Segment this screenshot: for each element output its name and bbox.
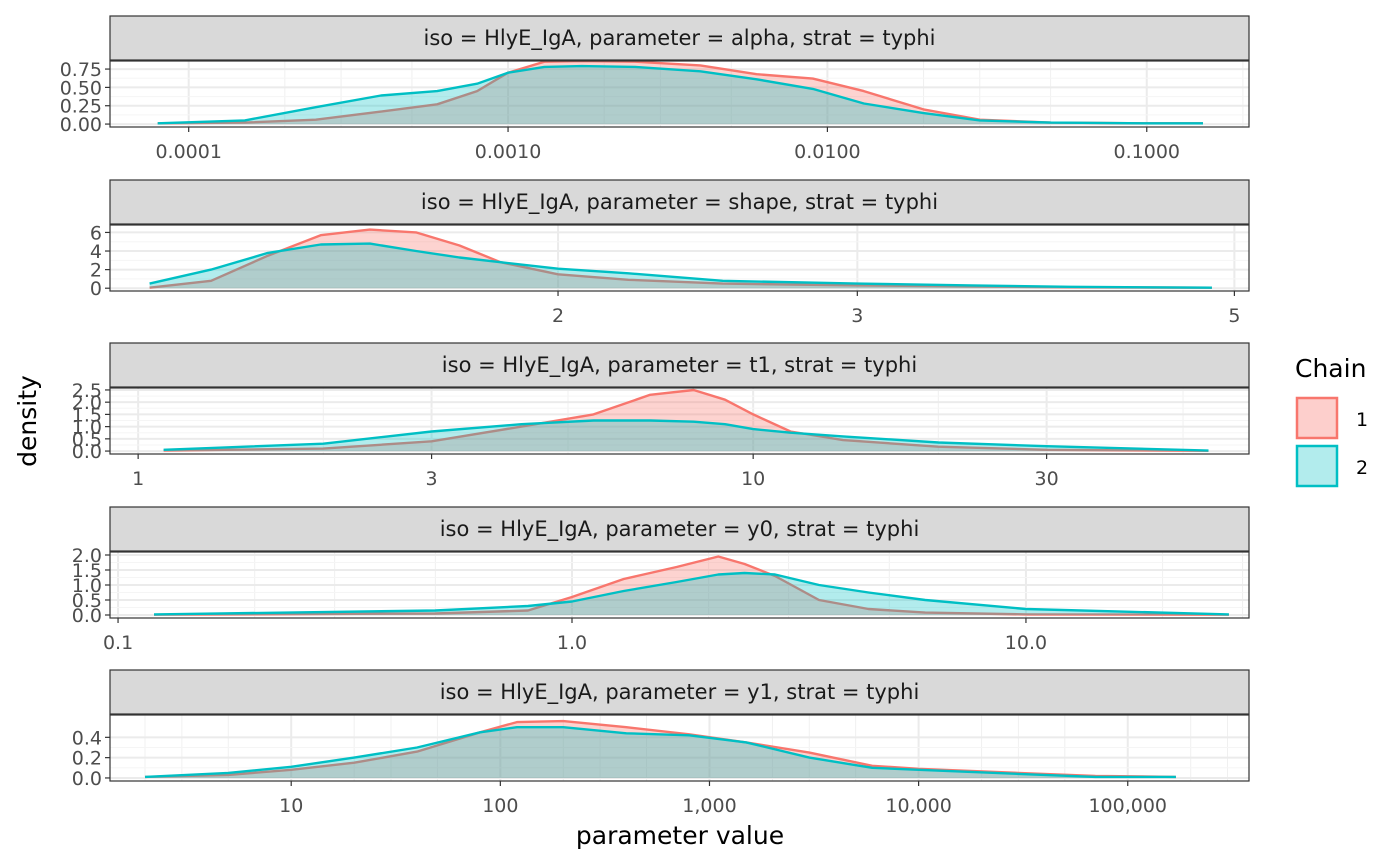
density-area-chain-1 [157, 61, 1204, 125]
x-tick-label: 10 [279, 795, 303, 817]
panel-plot-area [110, 552, 1249, 618]
x-tick-label: 2 [552, 305, 564, 327]
facet-strip-label: iso = HlyE_IgA, parameter = alpha, strat… [424, 26, 936, 51]
facet-strip [109, 15, 1250, 61]
y-tick-label: 0 [90, 278, 102, 300]
density-area-chain-1 [149, 229, 1212, 289]
panel-plot-area [110, 715, 1249, 781]
panel-plot-area [110, 61, 1249, 127]
facet-panels: iso = HlyE_IgA, parameter = alpha, strat… [60, 15, 1250, 817]
y-tick-label: 1.0 [72, 575, 102, 597]
panel-plot-area [110, 225, 1249, 291]
panel-border [109, 60, 1250, 128]
facet-strip-label: iso = HlyE_IgA, parameter = t1, strat = … [442, 353, 917, 378]
facet-strip-label: iso = HlyE_IgA, parameter = y0, strat = … [440, 517, 920, 542]
panel-plot-area [110, 388, 1249, 454]
y-tick-label: 0.75 [60, 59, 102, 81]
panel-background [110, 225, 1249, 291]
facet-3: iso = HlyE_IgA, parameter = t1, strat = … [72, 342, 1250, 490]
y-tick-label: 0.4 [72, 727, 102, 749]
legend-key-2 [1295, 444, 1339, 488]
facet-strip [109, 179, 1250, 225]
y-tick-label: 1.5 [72, 404, 102, 426]
x-tick-label: 100,000 [1088, 795, 1167, 817]
x-tick-label: 0.0100 [794, 141, 860, 163]
x-axis-title: parameter value [576, 821, 784, 850]
y-tick-label: 0.0 [72, 768, 102, 790]
density-area-chain-1 [154, 556, 1229, 615]
x-tick-label: 0.1 [103, 632, 133, 654]
y-tick-label: 2 [90, 260, 102, 282]
legend-label-2: 2 [1356, 457, 1368, 479]
panel-border [109, 224, 1250, 292]
x-tick-label: 10.0 [1005, 632, 1047, 654]
density-area-chain-2 [149, 243, 1212, 289]
legend-title: Chain [1295, 354, 1366, 383]
x-tick-label: 3 [426, 468, 438, 490]
legend: Chain 1 2 [1295, 354, 1368, 488]
y-tick-label: 4 [90, 241, 102, 263]
x-tick-label: 3 [851, 305, 863, 327]
y-tick-label: 0.25 [60, 96, 102, 118]
y-tick-label: 1.5 [72, 560, 102, 582]
x-tick-label: 1,000 [682, 795, 736, 817]
y-tick-label: 2.0 [72, 392, 102, 414]
density-line-chain-2 [153, 571, 1229, 616]
facet-2: iso = HlyE_IgA, parameter = shape, strat… [90, 179, 1250, 327]
density-line-chain-1 [163, 388, 1209, 452]
x-tick-label: 0.0010 [475, 141, 541, 163]
facet-strip [109, 342, 1250, 388]
density-line-chain-2 [157, 64, 1203, 125]
x-tick-label: 0.0001 [155, 141, 221, 163]
x-tick-label: 1.0 [557, 632, 587, 654]
density-line-chain-1 [153, 555, 1229, 616]
x-tick-label: 5 [1228, 305, 1240, 327]
facet-strip-label: iso = HlyE_IgA, parameter = y1, strat = … [440, 680, 920, 705]
panel-border [109, 714, 1250, 782]
x-tick-label: 30 [1035, 468, 1059, 490]
legend-label-1: 1 [1356, 409, 1368, 431]
y-tick-label: 0.50 [60, 77, 102, 99]
y-tick-label: 0.5 [72, 590, 102, 612]
y-tick-label: 0.00 [60, 114, 102, 136]
x-tick-label: 10 [741, 468, 765, 490]
density-area-chain-1 [145, 721, 1176, 778]
density-area-chain-2 [145, 727, 1176, 778]
y-tick-label: 1.0 [72, 417, 102, 439]
facet-strip-label: iso = HlyE_IgA, parameter = shape, strat… [421, 190, 938, 215]
y-axis-title: density [13, 375, 42, 467]
y-tick-label: 0.0 [72, 605, 102, 627]
density-area-chain-2 [157, 66, 1204, 125]
legend-key-1 [1295, 396, 1339, 440]
facet-strip [109, 669, 1250, 715]
panel-background [110, 61, 1249, 127]
x-tick-label: 0.1000 [1114, 141, 1180, 163]
density-line-chain-2 [144, 726, 1176, 779]
y-tick-label: 2.5 [72, 380, 102, 402]
facet-strip [109, 506, 1250, 552]
y-tick-label: 0.5 [72, 429, 102, 451]
x-tick-label: 100 [482, 795, 518, 817]
y-tick-label: 2.0 [72, 545, 102, 567]
y-tick-label: 0.0 [72, 441, 102, 463]
density-line-chain-2 [149, 242, 1212, 289]
density-line-chain-2 [163, 419, 1209, 452]
x-tick-label: 1 [132, 468, 144, 490]
facet-4: iso = HlyE_IgA, parameter = y0, strat = … [72, 506, 1250, 654]
density-area-chain-2 [154, 573, 1229, 615]
x-tick-label: 10,000 [885, 795, 951, 817]
panel-border [109, 387, 1250, 455]
facet-5: iso = HlyE_IgA, parameter = y1, strat = … [72, 669, 1250, 817]
y-tick-label: 6 [90, 222, 102, 244]
y-tick-label: 0.2 [72, 748, 102, 770]
facet-1: iso = HlyE_IgA, parameter = alpha, strat… [60, 15, 1250, 163]
